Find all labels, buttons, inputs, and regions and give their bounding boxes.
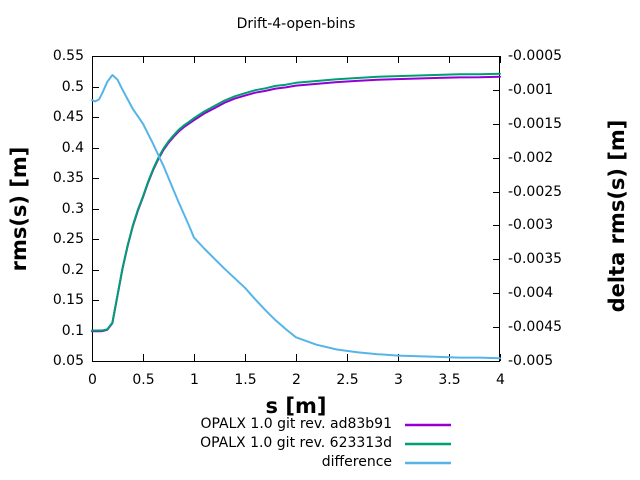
legend-label-0: OPALX 1.0 git rev. ad83b91 [200,416,392,432]
y-left-tick-label: 0.35 [52,170,84,186]
legend-sample-purple-line [405,423,451,426]
y-right-tick-label: -0.0025 [508,184,563,200]
legend-sample-green-line [405,442,451,445]
y-right-tick-label: -0.0005 [508,48,563,64]
series-line-0 [91,75,501,333]
y-axis-label-left: rms(s) [m] [7,146,31,272]
y-right-tick-label: -0.0035 [508,251,563,267]
y-right-tick-label: -0.002 [508,150,554,166]
legend-row-0: OPALX 1.0 git rev. ad83b91 [52,415,452,434]
x-tick-label: 0.5 [132,372,155,388]
y-right-tick-label: -0.0045 [508,319,563,335]
x-tick-label: 1 [190,372,199,388]
y-left-tick-label: 0.1 [61,323,84,339]
y-left-tick-label: 0.2 [61,262,84,278]
y-left-tick-label: 0.3 [61,201,84,217]
x-tick-label: 0 [88,372,97,388]
legend-label-1: OPALX 1.0 git rev. 623313d [200,435,392,451]
x-tick-label: 1.5 [234,372,257,388]
legend-label-2: difference [321,454,392,470]
y-left-tick-label: 0.45 [52,109,84,125]
x-tick-label: 4 [496,372,505,388]
x-axis-label: s [m] [265,394,327,418]
y-right-tick-label: -0.0015 [508,116,563,132]
legend-row-1: OPALX 1.0 git rev. 623313d [52,434,452,453]
y-left-tick-label: 0.15 [52,292,84,308]
y-left-tick-label: 0.5 [61,79,84,95]
y-right-tick-label: -0.005 [508,353,554,369]
y-left-tick-label: 0.55 [52,48,84,64]
y-left-tick-label: 0.05 [52,353,84,369]
x-tick-label: 3 [394,372,403,388]
x-tick-label: 2 [292,372,301,388]
series-line-1 [91,72,501,332]
legend: OPALX 1.0 git rev. ad83b91 OPALX 1.0 git … [52,415,452,472]
y-right-tick-label: -0.001 [508,82,554,98]
y-right-tick-label: -0.004 [508,285,554,301]
chart-title: Drift-4-open-bins [236,16,356,32]
series-line-2 [91,74,501,360]
x-tick-label: 3.5 [438,372,461,388]
y-left-tick-label: 0.25 [52,231,84,247]
legend-sample-light-blue-line [405,461,451,464]
plot-frame [92,56,500,362]
y-left-tick-label: 0.4 [61,140,84,156]
legend-row-2: difference [52,453,452,472]
x-tick-label: 2.5 [336,372,359,388]
y-right-tick-label: -0.003 [508,217,554,233]
y-axis-label-right: delta rms(s) [m] [605,119,629,313]
